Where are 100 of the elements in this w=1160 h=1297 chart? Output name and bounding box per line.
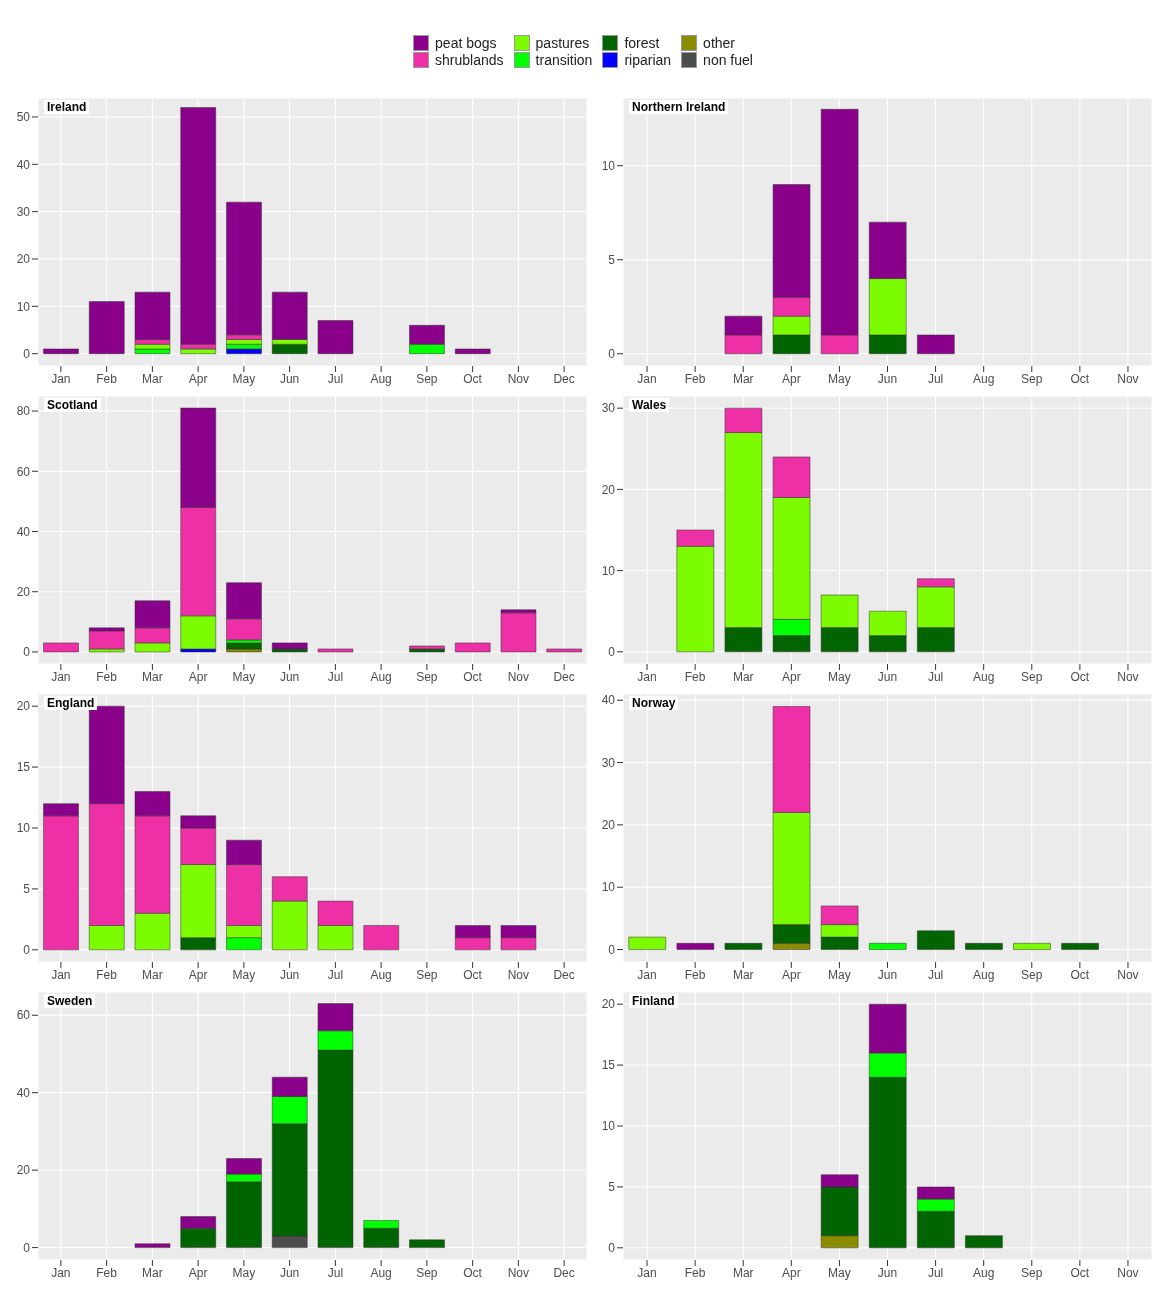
bar xyxy=(917,334,955,355)
bar xyxy=(965,1235,1003,1249)
chart-title: Scotland xyxy=(44,398,101,412)
bar xyxy=(134,343,171,350)
x-tick-label: Aug xyxy=(973,967,995,982)
x-tick-label: Mar xyxy=(142,669,163,684)
x-tick-label: May xyxy=(232,967,256,982)
x-tick-label: Aug xyxy=(370,669,392,684)
x-tick-label: Aug xyxy=(973,1265,995,1280)
x-tick-label: Nov xyxy=(507,1265,530,1280)
y-tick-label: 0 xyxy=(608,347,616,362)
y-tick-label: 20 xyxy=(16,699,31,714)
x-tick-label: Sep xyxy=(1021,371,1043,386)
x-tick-label: Sep xyxy=(416,967,438,982)
chart-title: Finland xyxy=(629,994,678,1008)
x-tick-label: Feb xyxy=(96,967,118,982)
x-tick-label: Jun xyxy=(877,669,898,684)
x-tick-label: Aug xyxy=(973,669,995,684)
bar xyxy=(43,642,79,653)
x-tick-label: Mar xyxy=(732,669,754,684)
x-tick-label: Aug xyxy=(370,371,392,386)
x-tick-label: Jan xyxy=(51,1265,71,1280)
x-tick-label: Jun xyxy=(279,1265,300,1280)
x-tick-label: Feb xyxy=(684,669,706,684)
bar xyxy=(868,943,907,950)
x-tick-label: Jun xyxy=(877,1265,898,1280)
bar xyxy=(724,943,763,950)
x-tick-label: Nov xyxy=(507,669,530,684)
x-tick-label: Jun xyxy=(279,669,300,684)
x-tick-label: May xyxy=(232,1265,256,1280)
x-tick-label: Jul xyxy=(927,371,944,386)
bar xyxy=(628,936,667,950)
legend-label: other xyxy=(703,34,736,51)
x-tick-label: Apr xyxy=(188,669,208,684)
x-tick-label: Feb xyxy=(96,1265,118,1280)
bar xyxy=(226,343,262,350)
x-tick-label: Oct xyxy=(463,1265,483,1280)
x-tick-label: Jan xyxy=(637,967,657,982)
x-tick-label: Jan xyxy=(51,371,71,386)
y-tick-label: 0 xyxy=(23,1240,31,1255)
legend-label: peat bogs xyxy=(435,34,497,51)
y-tick-label: 40 xyxy=(16,157,31,172)
x-tick-label: Dec xyxy=(553,1265,575,1280)
x-tick-label: Feb xyxy=(684,371,706,386)
x-tick-label: May xyxy=(232,669,256,684)
x-tick-label: May xyxy=(828,967,851,982)
x-tick-label: Feb xyxy=(684,1265,706,1280)
y-tick-label: 40 xyxy=(601,693,616,708)
y-tick-label: 10 xyxy=(601,563,616,578)
bar xyxy=(454,642,491,653)
bar xyxy=(226,642,262,650)
x-tick-label: Oct xyxy=(463,669,483,684)
y-tick-label: 0 xyxy=(608,1241,616,1256)
bar xyxy=(1013,943,1051,950)
y-tick-label: 30 xyxy=(601,401,616,416)
y-tick-label: 10 xyxy=(16,299,31,314)
y-tick-label: 20 xyxy=(16,1163,31,1178)
y-tick-label: 30 xyxy=(601,755,616,770)
x-tick-label: Nov xyxy=(507,371,530,386)
legend-label: pastures xyxy=(535,34,590,51)
bar xyxy=(88,630,125,650)
legend-label: transition xyxy=(535,51,593,68)
y-tick-label: 40 xyxy=(16,1085,31,1100)
y-tick-label: 80 xyxy=(16,404,31,419)
x-tick-label: Feb xyxy=(96,371,118,386)
x-tick-label: Dec xyxy=(553,371,575,386)
y-tick-label: 15 xyxy=(601,1058,616,1073)
x-tick-label: Nov xyxy=(1117,1265,1139,1280)
x-tick-label: May xyxy=(828,669,851,684)
x-tick-label: Aug xyxy=(973,371,995,386)
y-tick-label: 20 xyxy=(16,584,31,599)
x-tick-label: Sep xyxy=(416,1265,438,1280)
y-tick-label: 40 xyxy=(16,524,31,539)
y-tick-label: 30 xyxy=(16,204,31,219)
x-tick-label: Nov xyxy=(1117,371,1139,386)
bar xyxy=(134,1243,171,1248)
y-tick-label: 10 xyxy=(601,1119,616,1134)
x-tick-label: Nov xyxy=(507,967,530,982)
x-tick-label: Jul xyxy=(927,967,944,982)
x-tick-label: Jan xyxy=(51,669,71,684)
x-tick-label: Jul xyxy=(327,967,344,982)
x-tick-label: Nov xyxy=(1117,967,1139,982)
x-tick-label: Mar xyxy=(142,371,163,386)
x-tick-label: Apr xyxy=(781,1265,801,1280)
x-tick-label: Oct xyxy=(1070,1265,1090,1280)
chart-title: Wales xyxy=(629,398,670,412)
y-tick-label: 0 xyxy=(608,942,616,957)
x-tick-label: Dec xyxy=(553,967,575,982)
x-tick-label: Mar xyxy=(142,967,163,982)
y-tick-label: 60 xyxy=(16,464,31,479)
bar xyxy=(317,648,354,653)
x-tick-label: Mar xyxy=(732,967,754,982)
x-tick-label: Oct xyxy=(1070,371,1090,386)
chart-title: Northern Ireland xyxy=(629,100,729,114)
x-tick-label: Aug xyxy=(370,1265,392,1280)
legend-label: riparian xyxy=(624,51,672,68)
chart-title: England xyxy=(44,696,98,710)
x-tick-label: Jun xyxy=(279,967,300,982)
x-tick-label: Jun xyxy=(279,371,300,386)
x-tick-label: Jul xyxy=(927,1265,944,1280)
